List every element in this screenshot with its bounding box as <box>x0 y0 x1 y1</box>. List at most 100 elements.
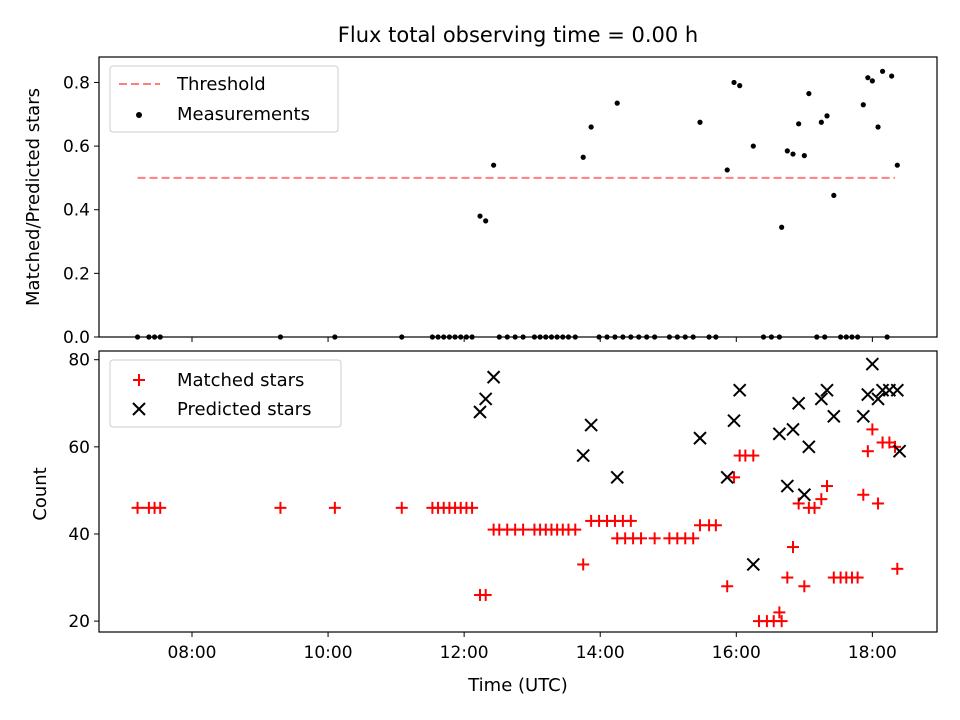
measurement-point <box>737 83 743 89</box>
measurements-legend-label: Measurements <box>177 104 310 125</box>
bottom-legend-box <box>109 359 342 428</box>
predicted-point <box>693 431 707 445</box>
matched-point <box>328 501 341 514</box>
measurements-legend-marker <box>136 112 142 118</box>
matched-point <box>479 588 492 601</box>
predicted-point <box>732 383 747 397</box>
predicted-point <box>786 422 800 437</box>
bottom-x-ticks: 08:00 10:00 12:00 14:00 16:00 18:00 <box>167 632 897 663</box>
top-legend: Threshold Measurements <box>109 65 339 133</box>
predicted-point <box>610 470 624 485</box>
matched-point <box>866 423 879 436</box>
matched-point <box>891 562 904 575</box>
matched-point <box>798 580 811 593</box>
bottom-y-tick-label: 20 <box>68 612 90 632</box>
bottom-plot-area <box>131 357 907 628</box>
matched-point <box>857 488 870 501</box>
predicted-point <box>478 392 493 406</box>
measurement-point <box>724 167 730 173</box>
measurement-point <box>889 73 895 79</box>
bottom-x-tick-label: 12:00 <box>440 643 489 663</box>
measurement-point <box>796 121 802 127</box>
measurement-point <box>801 153 807 159</box>
bottom-y-tick-label: 40 <box>68 525 90 545</box>
measurement-point <box>614 100 620 106</box>
measurement-point <box>784 148 790 154</box>
bottom-y-ticks: 20 40 60 80 <box>68 351 99 632</box>
matched-point <box>517 523 530 536</box>
measurement-point <box>790 151 796 157</box>
predicted-legend-marker <box>132 402 146 416</box>
matched-point <box>815 493 828 506</box>
matched-point <box>395 501 408 514</box>
measurement-point <box>580 154 586 160</box>
measurement-point <box>875 124 881 130</box>
threshold-legend-label: Threshold <box>176 74 266 95</box>
bottom-x-tick-label: 16:00 <box>712 643 761 663</box>
predicted-point <box>772 427 787 441</box>
matched-legend-marker <box>133 374 145 386</box>
top-y-tick-label: 0.0 <box>63 328 90 348</box>
predicted-point <box>727 413 741 428</box>
matched-point <box>775 615 788 628</box>
x-axis-label: Time (UTC) <box>467 675 568 696</box>
measurement-point <box>818 119 824 125</box>
predicted-point <box>797 488 812 502</box>
predicted-point <box>820 383 834 397</box>
predicted-point <box>802 440 816 454</box>
measurement-point <box>831 192 837 199</box>
matched-point <box>821 480 834 493</box>
matched-point <box>851 571 864 584</box>
measurement-point <box>894 162 900 168</box>
bottom-axes-frame <box>98 350 938 633</box>
predicted-point <box>890 383 905 397</box>
matched-point <box>861 445 874 458</box>
predicted-point <box>576 448 590 463</box>
measurement-point <box>697 119 703 125</box>
top-y-axis-label: Matched/Predicted stars <box>23 88 44 306</box>
predicted-point <box>486 370 501 384</box>
measurement-point <box>824 113 830 119</box>
matched-point <box>274 501 287 514</box>
top-x-ticks <box>191 337 873 342</box>
matched-point <box>709 519 722 532</box>
predicted-point <box>865 357 880 371</box>
matched-point <box>687 532 700 545</box>
top-y-tick-label: 0.2 <box>63 264 90 284</box>
predicted-point <box>827 409 841 424</box>
matched-point <box>466 501 479 514</box>
matched-point <box>747 449 760 462</box>
predicted-point <box>720 470 734 485</box>
measurement-point <box>860 102 866 108</box>
matched-point <box>648 532 661 545</box>
measurement-point <box>491 162 497 168</box>
top-y-tick-label: 0.6 <box>63 137 90 157</box>
bottom-y-tick-label: 80 <box>68 351 90 371</box>
predicted-point <box>871 392 885 406</box>
predicted-point <box>746 557 761 572</box>
top-axes: 0.00.20.40.60.8 Matched/Predicted stars … <box>23 56 938 348</box>
bottom-x-tick-label: 14:00 <box>576 643 625 663</box>
predicted-point <box>584 418 598 432</box>
bottom-x-tick-label: 10:00 <box>304 643 353 663</box>
matched-point <box>624 514 637 527</box>
bottom-y-tick-label: 60 <box>68 438 90 458</box>
predicted-point <box>892 444 907 458</box>
measurement-point <box>483 218 489 224</box>
predicted-point <box>473 405 487 419</box>
top-axes-frame <box>98 56 938 338</box>
predicted-legend-label: Predicted stars <box>177 399 311 420</box>
matched-point <box>786 541 799 554</box>
predicted-point <box>780 479 795 493</box>
bottom-y-axis-label: Count <box>30 467 51 520</box>
matched-point <box>131 501 144 514</box>
matched-legend-label: Matched stars <box>177 370 304 391</box>
top-y-ticks: 0.0 0.2 0.4 0.6 0.8 <box>63 73 99 348</box>
predicted-point <box>861 387 875 402</box>
measurement-point <box>731 79 737 86</box>
bottom-x-tick-label: 08:00 <box>167 643 216 663</box>
matched-point <box>569 523 582 536</box>
matched-point <box>721 580 734 593</box>
predicted-point <box>856 409 870 424</box>
